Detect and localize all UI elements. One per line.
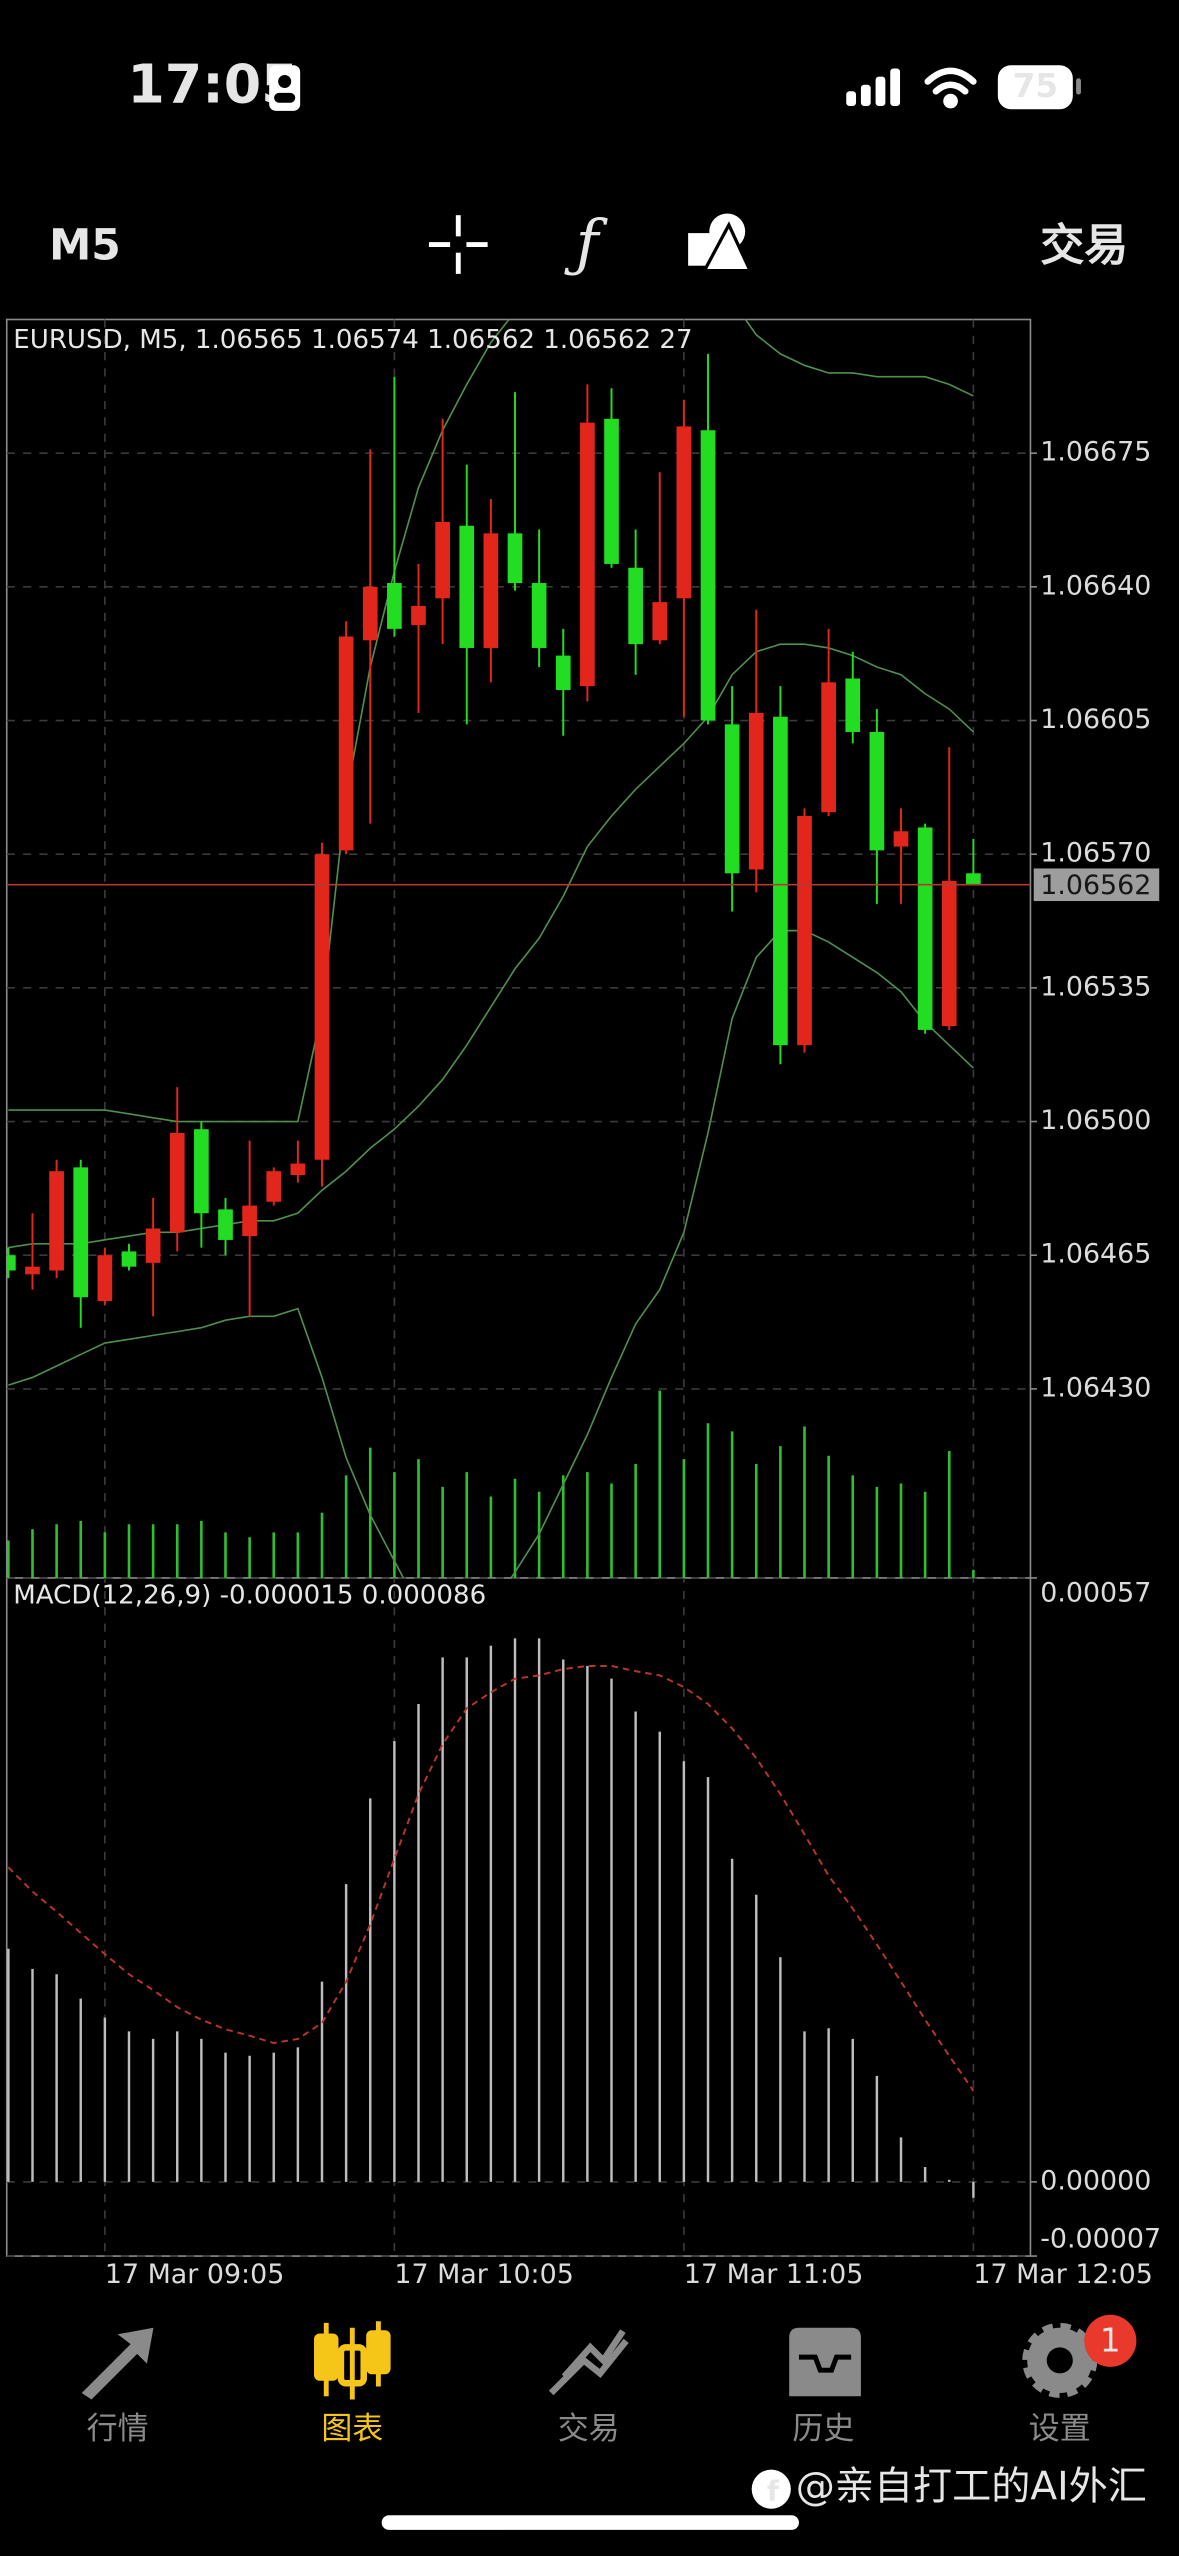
nav-label[interactable]: 交易 bbox=[558, 2411, 620, 2447]
current-price-box bbox=[1033, 868, 1160, 902]
candle-body bbox=[869, 731, 885, 851]
bollinger-band bbox=[8, 929, 974, 1578]
chart-info: EURUSD, M5, 1.06565 1.06574 1.06562 1.06… bbox=[13, 325, 692, 355]
signal-icon bbox=[846, 68, 901, 106]
candle-body bbox=[821, 682, 836, 813]
nav-icon-history[interactable] bbox=[789, 2327, 861, 2397]
y-tick-label: 1.06500 bbox=[1040, 1105, 1151, 1136]
candle-body bbox=[97, 1255, 113, 1302]
candle-body bbox=[6, 1255, 16, 1271]
candle-body bbox=[435, 521, 450, 599]
candle-body bbox=[411, 605, 426, 626]
y-tick-label: 1.06570 bbox=[1040, 838, 1151, 869]
nav-icon-settings[interactable] bbox=[1022, 2322, 1098, 2398]
x-tick-label: 17 Mar 09:05 bbox=[105, 2259, 284, 2290]
candle-body bbox=[459, 525, 475, 648]
current-price-label: 1.06562 bbox=[1040, 870, 1151, 901]
x-tick-label: 17 Mar 12:05 bbox=[973, 2259, 1152, 2290]
candle-body bbox=[580, 422, 595, 687]
battery-icon bbox=[997, 65, 1081, 110]
x-tick-label: 17 Mar 10:05 bbox=[394, 2259, 573, 2290]
candle-body bbox=[169, 1132, 185, 1233]
bollinger-band bbox=[8, 643, 974, 1249]
y-tick-label: 0.00000 bbox=[1040, 2165, 1151, 2196]
macd-info: MACD(12,26,9) -0.000015 0.000086 bbox=[13, 1580, 486, 1610]
y-tick-label: 1.06605 bbox=[1040, 704, 1151, 735]
candle-body bbox=[25, 1266, 40, 1275]
candle-body bbox=[314, 854, 330, 1160]
svg-text:f: f bbox=[767, 2474, 780, 2507]
home-indicator bbox=[381, 2515, 799, 2530]
candle-body bbox=[628, 567, 643, 645]
candle-body bbox=[797, 816, 812, 1046]
y-tick-label: 1.06465 bbox=[1040, 1239, 1151, 1270]
candle-body bbox=[652, 602, 668, 641]
objects-button[interactable] bbox=[688, 213, 753, 273]
candle-body bbox=[290, 1163, 306, 1176]
candle-body bbox=[49, 1171, 64, 1271]
candle-body bbox=[555, 655, 571, 690]
candle-body bbox=[362, 586, 378, 641]
candle-body bbox=[194, 1129, 209, 1214]
watermark: @亲自打工的AI外汇 bbox=[796, 2465, 1147, 2510]
nav-icon-chart[interactable] bbox=[314, 2321, 391, 2400]
y-tick-label: 1.06430 bbox=[1040, 1372, 1151, 1403]
y-tick-label: -0.00007 bbox=[1040, 2223, 1161, 2254]
candle-body bbox=[338, 636, 354, 851]
y-tick-label: 1.06535 bbox=[1040, 971, 1151, 1002]
candle-body bbox=[121, 1251, 137, 1267]
nav-label[interactable]: 行情 bbox=[87, 2411, 149, 2447]
bollinger-band bbox=[8, 319, 974, 1123]
badge-count: 1 bbox=[1100, 2321, 1121, 2359]
candle-body bbox=[218, 1209, 233, 1240]
candle-body bbox=[483, 533, 499, 648]
trade-button[interactable]: 交易 bbox=[1040, 220, 1128, 271]
candle-body bbox=[266, 1171, 282, 1202]
candle-body bbox=[845, 678, 861, 732]
candle-body bbox=[748, 712, 764, 870]
nav-icon-trade[interactable] bbox=[548, 2329, 629, 2396]
timeframe-button[interactable]: M5 bbox=[49, 220, 121, 269]
y-tick-label: 1.06640 bbox=[1040, 570, 1151, 601]
watermark-icon: f bbox=[751, 2469, 791, 2509]
macd-signal-line bbox=[7, 1664, 975, 2092]
candle-body bbox=[700, 430, 716, 721]
candle-body bbox=[893, 831, 909, 847]
candle-body bbox=[724, 724, 740, 874]
nav-label[interactable]: 历史 bbox=[792, 2411, 854, 2447]
candle-body bbox=[531, 583, 547, 648]
candle-body bbox=[773, 716, 788, 1046]
candle-body bbox=[507, 533, 523, 584]
nav-label[interactable]: 图表 bbox=[321, 2411, 383, 2447]
candle-body bbox=[917, 827, 933, 1030]
candle-body bbox=[676, 426, 692, 599]
nav-icon-quotes[interactable] bbox=[81, 2327, 154, 2400]
candle-body bbox=[242, 1205, 257, 1237]
wifi-icon bbox=[924, 67, 977, 109]
y-tick-label: 1.06675 bbox=[1040, 437, 1151, 468]
battery-level: 75 bbox=[1013, 67, 1058, 105]
candle-body bbox=[73, 1167, 89, 1298]
candle-body bbox=[145, 1228, 161, 1263]
y-tick-label: 0.00057 bbox=[1040, 1578, 1151, 1609]
candle-body bbox=[941, 880, 957, 1027]
candle-body bbox=[604, 418, 619, 564]
badge bbox=[1084, 2314, 1137, 2367]
crosshair-button[interactable] bbox=[428, 215, 488, 274]
id-icon bbox=[269, 65, 301, 111]
nav-label[interactable]: 设置 bbox=[1029, 2411, 1091, 2447]
x-tick-label: 17 Mar 11:05 bbox=[684, 2259, 863, 2290]
candle-body bbox=[966, 873, 981, 885]
candle-body bbox=[387, 583, 402, 629]
